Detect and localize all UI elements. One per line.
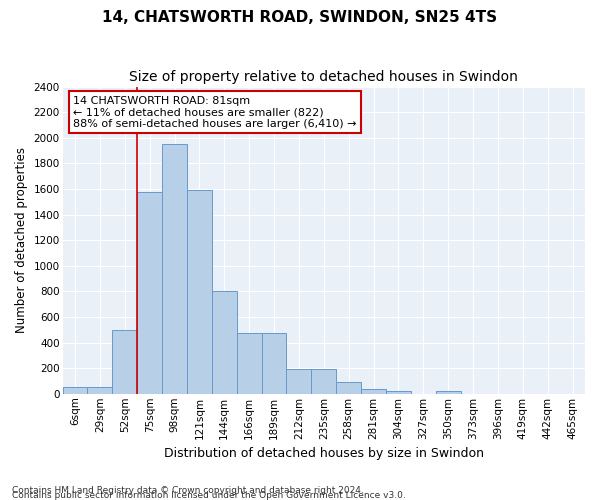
Text: 14 CHATSWORTH ROAD: 81sqm
← 11% of detached houses are smaller (822)
88% of semi: 14 CHATSWORTH ROAD: 81sqm ← 11% of detac… <box>73 96 356 129</box>
Bar <box>162 144 187 394</box>
Bar <box>361 390 386 394</box>
Bar <box>262 333 286 394</box>
Bar <box>62 386 88 394</box>
Bar <box>88 386 112 394</box>
Title: Size of property relative to detached houses in Swindon: Size of property relative to detached ho… <box>130 70 518 84</box>
X-axis label: Distribution of detached houses by size in Swindon: Distribution of detached houses by size … <box>164 447 484 460</box>
Bar <box>212 292 237 394</box>
Bar <box>386 390 411 394</box>
Text: Contains HM Land Registry data © Crown copyright and database right 2024.: Contains HM Land Registry data © Crown c… <box>12 486 364 495</box>
Bar <box>286 369 311 394</box>
Bar <box>311 369 336 394</box>
Bar <box>187 190 212 394</box>
Bar <box>436 391 461 394</box>
Y-axis label: Number of detached properties: Number of detached properties <box>15 147 28 333</box>
Bar <box>237 333 262 394</box>
Text: Contains public sector information licensed under the Open Government Licence v3: Contains public sector information licen… <box>12 491 406 500</box>
Bar <box>137 192 162 394</box>
Text: 14, CHATSWORTH ROAD, SWINDON, SN25 4TS: 14, CHATSWORTH ROAD, SWINDON, SN25 4TS <box>103 10 497 25</box>
Bar <box>336 382 361 394</box>
Bar <box>112 330 137 394</box>
